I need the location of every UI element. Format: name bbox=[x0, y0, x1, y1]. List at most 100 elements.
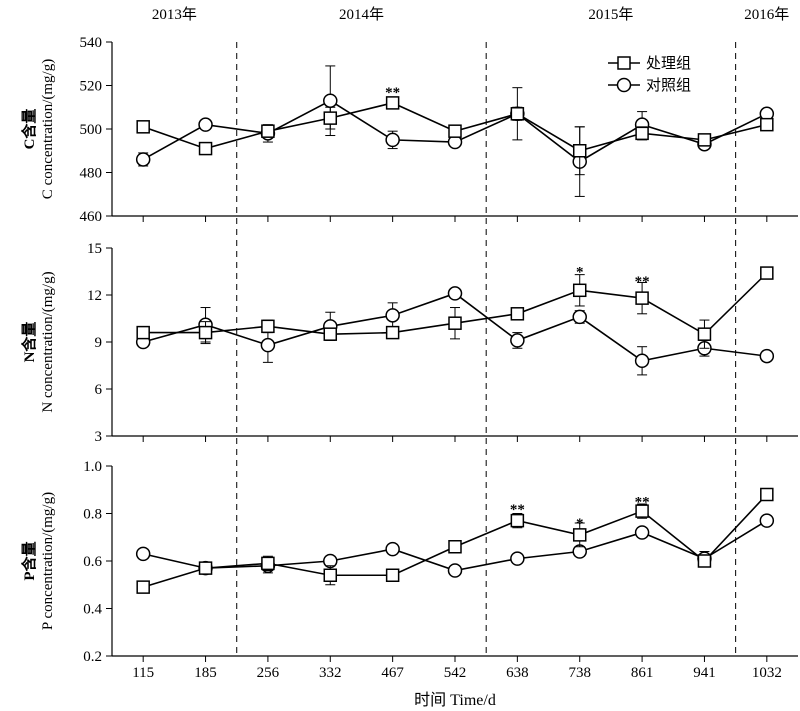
legend-circle-marker bbox=[616, 77, 632, 93]
data-point-square bbox=[261, 319, 275, 334]
x-tick-label: 941 bbox=[693, 665, 716, 681]
y-tick-label-C: 500 bbox=[80, 122, 103, 138]
y-tick-label-N: 6 bbox=[95, 382, 103, 398]
x-tick-label: 115 bbox=[132, 665, 154, 681]
data-point-square bbox=[261, 556, 275, 571]
y-tick-label-P: 1.0 bbox=[83, 459, 102, 475]
x-tick-label: 1032 bbox=[752, 665, 782, 681]
data-point-square bbox=[635, 504, 649, 518]
y-tick-label-P: 0.8 bbox=[83, 507, 102, 523]
x-tick-label: 861 bbox=[631, 665, 654, 681]
data-point-square bbox=[136, 580, 150, 594]
data-point-square bbox=[635, 126, 649, 141]
y-tick-label-P: 0.6 bbox=[83, 554, 102, 570]
y-tick-label-N: 15 bbox=[87, 241, 102, 257]
y-tick-label-C: 460 bbox=[80, 209, 103, 225]
x-axis: 115 185 256 332 467 542 638 738 861 941 1032 时间 Tim… bbox=[132, 665, 782, 709]
data-point-square bbox=[323, 568, 338, 582]
y-axis-title-en-P: P concentration/(mg/g) bbox=[40, 492, 56, 630]
data-point-circle bbox=[447, 563, 463, 578]
data-point-circle bbox=[634, 525, 650, 540]
legend-square-marker bbox=[617, 56, 631, 70]
data-point-square bbox=[136, 325, 150, 340]
data-point-square bbox=[385, 568, 400, 582]
data-point-circle bbox=[759, 513, 775, 528]
series-treatment-P bbox=[136, 487, 774, 594]
data-point-square bbox=[760, 487, 774, 502]
significance-marker: ** bbox=[510, 502, 525, 518]
y-axis-title-zh-N: N含量 bbox=[20, 322, 38, 363]
series-treatment-C bbox=[136, 96, 774, 176]
panel-P: 0.2 0.4 0.6 0.8 1.0 P含量 P concentration/(mg/g)… bbox=[20, 459, 798, 665]
data-point-square bbox=[760, 266, 774, 280]
panel-C: 460 480 500 520 540 C含量 C concentration/(mg/g)… bbox=[20, 35, 798, 225]
data-point-square bbox=[448, 124, 462, 138]
y-tick-label-N: 9 bbox=[95, 335, 103, 351]
data-point-circle bbox=[323, 93, 338, 108]
chart-panels: 460 480 500 520 540 C含量 C concentration/(mg/g)… bbox=[20, 35, 798, 665]
year-label-1: 2013年 bbox=[152, 6, 197, 23]
data-point-square bbox=[697, 554, 712, 568]
data-point-square bbox=[697, 133, 712, 147]
series-treatment-N bbox=[136, 266, 774, 349]
data-point-circle bbox=[510, 333, 525, 348]
year-dividers bbox=[236, 42, 737, 656]
data-point-circle bbox=[572, 309, 587, 325]
legend-label: 处理组 bbox=[646, 55, 691, 72]
y-tick-label-C: 540 bbox=[80, 35, 103, 51]
year-label-4: 2016年 bbox=[744, 6, 789, 23]
data-point-square bbox=[323, 111, 338, 125]
significance-marker: ** bbox=[635, 495, 650, 511]
significance-marker: * bbox=[576, 516, 584, 532]
legend-label: 对照组 bbox=[646, 77, 691, 94]
significance-marker: ** bbox=[385, 85, 400, 101]
x-tick-label: 738 bbox=[568, 665, 591, 681]
data-point-circle bbox=[385, 308, 400, 323]
significance-marker: * bbox=[576, 265, 584, 281]
data-point-circle bbox=[385, 541, 400, 557]
x-tick-label: 638 bbox=[506, 665, 529, 681]
year-label-3: 2015年 bbox=[588, 6, 633, 23]
data-point-circle bbox=[135, 152, 151, 167]
data-point-square bbox=[448, 316, 462, 330]
x-tick-label: 542 bbox=[444, 665, 467, 681]
data-point-circle bbox=[634, 353, 650, 369]
x-axis-title: 时间 Time/d bbox=[414, 691, 496, 709]
y-tick-label-N: 3 bbox=[95, 429, 103, 445]
x-tick-label: 185 bbox=[194, 665, 217, 681]
data-point-circle bbox=[260, 337, 276, 353]
data-point-square bbox=[198, 141, 213, 156]
data-point-square bbox=[572, 144, 587, 158]
data-point-square bbox=[385, 96, 400, 110]
y-tick-label-N: 12 bbox=[87, 288, 102, 304]
data-point-circle bbox=[510, 551, 525, 566]
data-point-square bbox=[572, 283, 587, 298]
y-axis-title-en-N: N concentration/(mg/g) bbox=[40, 271, 56, 412]
data-point-square bbox=[448, 540, 462, 554]
data-point-square bbox=[198, 325, 213, 340]
data-point-square bbox=[510, 513, 525, 528]
data-point-circle bbox=[198, 117, 213, 132]
y-tick-label-C: 480 bbox=[80, 166, 103, 182]
data-point-square bbox=[510, 307, 525, 321]
data-point-square bbox=[635, 291, 649, 305]
data-point-circle bbox=[135, 546, 151, 562]
data-point-square bbox=[198, 561, 213, 575]
y-tick-label-C: 520 bbox=[80, 79, 103, 95]
data-point-square bbox=[572, 528, 587, 542]
data-point-square bbox=[760, 117, 774, 132]
y-tick-label-P: 0.4 bbox=[83, 602, 102, 618]
year-label-2: 2014年 bbox=[339, 6, 384, 23]
data-point-circle bbox=[385, 132, 400, 148]
y-axis-title-en-C: C concentration/(mg/g) bbox=[40, 59, 56, 199]
data-point-circle bbox=[759, 348, 775, 364]
significance-marker: ** bbox=[635, 274, 650, 290]
data-point-square bbox=[510, 107, 525, 121]
y-axis-title-zh-C: C含量 bbox=[20, 109, 38, 150]
data-point-square bbox=[261, 124, 275, 138]
x-tick-label: 467 bbox=[381, 665, 404, 681]
data-point-square bbox=[136, 120, 150, 134]
y-tick-label-P: 0.2 bbox=[83, 649, 102, 665]
